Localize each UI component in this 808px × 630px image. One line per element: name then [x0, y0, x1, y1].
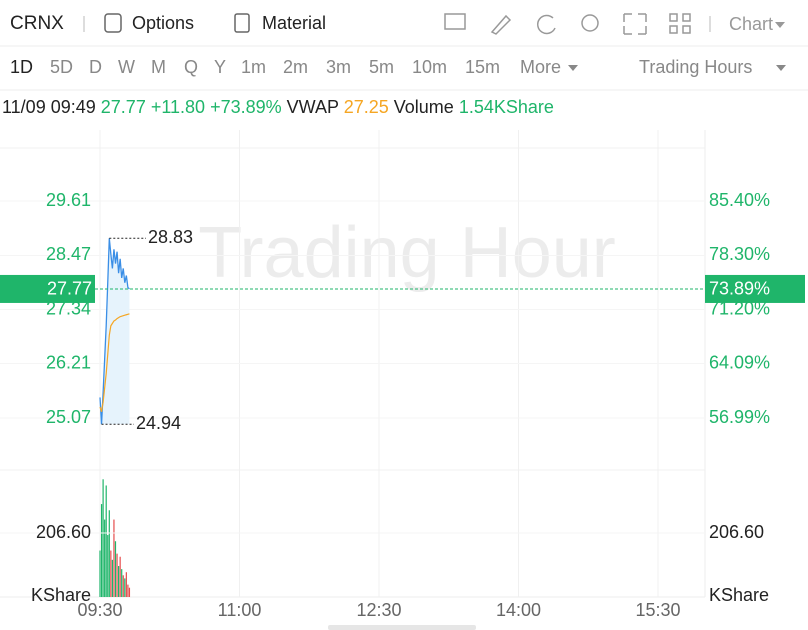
volume-bar	[107, 535, 109, 597]
period-tab[interactable]: D	[89, 57, 102, 77]
low-label: 24.94	[136, 413, 181, 433]
vwap-value: 27.25	[344, 97, 389, 117]
tabs: 1D 5D D W M Q Y 1m 2m 3m 5m 10m 15m	[10, 57, 500, 77]
volume-bar	[111, 559, 113, 597]
pct-tick-label: 78.30%	[709, 244, 770, 264]
dropdown-arrow	[775, 22, 785, 28]
chart-menu[interactable]: Chart	[729, 14, 773, 34]
price-tick-label: 29.61	[46, 190, 91, 210]
volume-bar	[99, 550, 101, 597]
period-tab[interactable]: W	[118, 57, 135, 77]
time-tick-label: 14:00	[496, 600, 541, 620]
current-pct-badge	[705, 274, 805, 303]
period-tab[interactable]: 5D	[50, 57, 73, 77]
quote-price: 27.77	[101, 97, 146, 117]
chart: 09:30 11:00 12:30 14:00 15:30 29.61 85.40% 28.4…	[0, 130, 805, 620]
period-tab[interactable]: 1m	[241, 57, 266, 77]
refresh-icon[interactable]	[536, 14, 556, 35]
time-tick-label: 09:30	[77, 600, 122, 620]
volume-bar	[124, 578, 126, 597]
current-price-label: 27.77	[47, 279, 92, 299]
period-tab[interactable]: 5m	[369, 57, 394, 77]
price-tick-label: 25.07	[46, 407, 91, 427]
draw-icon[interactable]	[490, 14, 512, 35]
dropdown-arrow	[776, 65, 786, 71]
volume-tick-label: 206.60	[36, 522, 91, 542]
more-tab[interactable]: More	[520, 57, 561, 77]
volume-bar	[121, 569, 123, 597]
volume-bar	[128, 587, 131, 597]
dropdown-arrow	[568, 65, 578, 71]
time-tick-label: 15:30	[635, 600, 680, 620]
price-tick-label: 26.21	[46, 352, 91, 372]
time-tick-label: 11:00	[218, 600, 262, 620]
watermark: Trading Hour	[198, 213, 616, 293]
volume-bar	[104, 519, 106, 597]
volume-bar	[125, 572, 127, 597]
pct-tick-label: 71.20%	[709, 298, 770, 318]
volume-bar	[100, 504, 103, 597]
volume-bar	[110, 550, 112, 597]
quote-change-pct: +73.89%	[210, 97, 282, 117]
options-icon[interactable]	[104, 13, 122, 33]
options-button[interactable]: Options	[132, 13, 194, 33]
current-pct-label: 73.89%	[709, 279, 770, 299]
volume-bar	[118, 566, 120, 597]
high-label: 28.83	[148, 227, 193, 247]
price-area	[100, 238, 130, 425]
pct-tick-label: 56.99%	[709, 407, 770, 427]
pct-tick-label: 64.09%	[709, 352, 770, 372]
settings-icon[interactable]	[581, 14, 599, 32]
volume-unit: KShare	[31, 585, 91, 605]
volume-bar	[108, 510, 110, 597]
volume-bar	[119, 556, 121, 597]
volume-bar	[122, 575, 124, 597]
material-button[interactable]: Material	[262, 13, 326, 33]
quote-line: 11/09 09:49 27.77 +11.80 +73.89% VWAP 27…	[2, 97, 554, 117]
symbol: CRNX	[10, 13, 64, 34]
period-tab[interactable]: M	[151, 57, 166, 77]
period-tab[interactable]: 3m	[326, 57, 351, 77]
quote-change: +11.80	[151, 97, 205, 117]
volume-tick-label: 206.60	[709, 522, 764, 542]
period-tab[interactable]: Y	[214, 57, 226, 77]
vwap-line	[99, 313, 130, 412]
volume-bar	[127, 584, 129, 597]
period-tab[interactable]: 2m	[283, 57, 308, 77]
volume-bar	[116, 553, 118, 597]
volume-bar	[113, 519, 115, 597]
volume-unit: KShare	[709, 585, 769, 605]
current-price-badge	[0, 274, 95, 303]
layout-icon[interactable]	[669, 13, 691, 34]
quote-time: 11/09 09:49	[2, 97, 96, 117]
indicator-icon[interactable]	[444, 13, 466, 30]
period-tab[interactable]: 1D	[10, 57, 33, 77]
pct-tick-label: 85.40%	[709, 190, 770, 210]
volume-value: 1.54KShare	[459, 97, 554, 117]
price-tick-label: 28.47	[46, 244, 91, 264]
volume-bar	[102, 479, 104, 597]
fullscreen-icon[interactable]	[623, 13, 647, 35]
price-line	[99, 238, 130, 425]
material-icon[interactable]	[234, 13, 250, 33]
vwap-label: VWAP	[287, 97, 339, 117]
scrollbar[interactable]	[328, 625, 476, 630]
period-tab[interactable]: 10m	[412, 57, 447, 77]
time-tick-label: 12:30	[356, 600, 401, 620]
volume-bar	[114, 541, 117, 597]
period-tab[interactable]: Q	[184, 57, 198, 77]
volume-bar	[105, 485, 107, 597]
period-tab[interactable]: 15m	[465, 57, 500, 77]
trading-hours-menu[interactable]: Trading Hours	[639, 57, 752, 77]
price-tick-label: 27.34	[46, 298, 91, 318]
volume-label: Volume	[394, 97, 454, 117]
